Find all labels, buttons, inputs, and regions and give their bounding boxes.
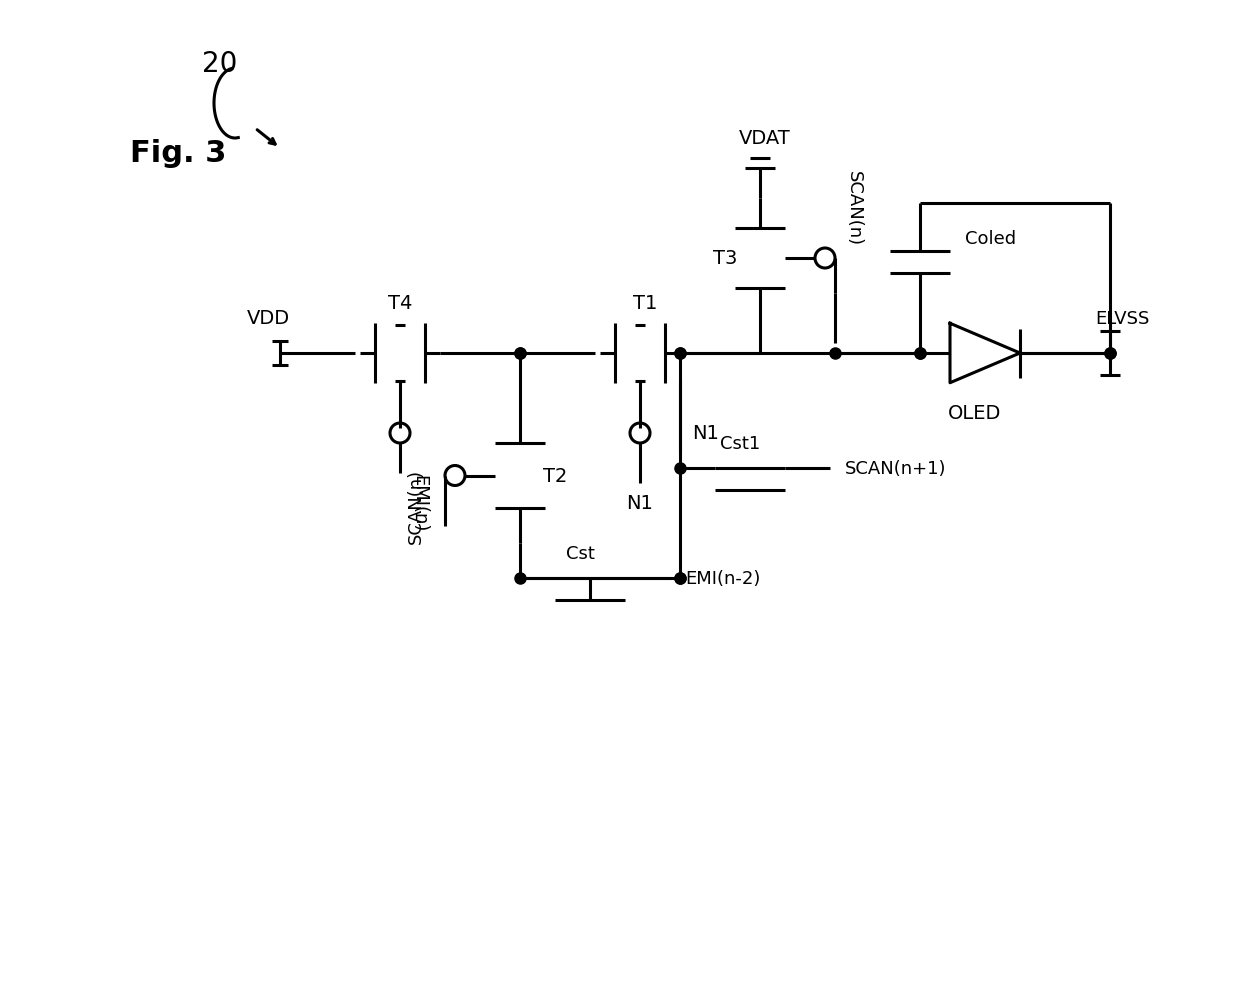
Text: EMI(n): EMI(n) bbox=[410, 474, 428, 533]
Text: VDD: VDD bbox=[247, 309, 290, 328]
Text: EMI(n-2): EMI(n-2) bbox=[684, 570, 760, 588]
Text: N1: N1 bbox=[692, 424, 719, 443]
Text: ELVSS: ELVSS bbox=[1095, 310, 1149, 328]
Text: T1: T1 bbox=[632, 294, 657, 313]
Text: Cst: Cst bbox=[565, 545, 594, 563]
Text: OLED: OLED bbox=[949, 404, 1002, 423]
Text: SCAN(n+1): SCAN(n+1) bbox=[844, 459, 946, 477]
Text: Coled: Coled bbox=[965, 230, 1016, 248]
Text: VDAT: VDAT bbox=[739, 129, 791, 148]
Text: Cst1: Cst1 bbox=[720, 434, 760, 452]
Text: SCAN(n): SCAN(n) bbox=[407, 468, 425, 544]
Text: Fig. 3: Fig. 3 bbox=[130, 139, 227, 169]
Text: T4: T4 bbox=[388, 294, 412, 313]
Text: N1: N1 bbox=[626, 494, 653, 513]
Text: T2: T2 bbox=[543, 466, 567, 485]
Text: T3: T3 bbox=[713, 250, 738, 268]
Text: 20: 20 bbox=[202, 50, 238, 78]
Text: SCAN(n): SCAN(n) bbox=[844, 172, 863, 247]
